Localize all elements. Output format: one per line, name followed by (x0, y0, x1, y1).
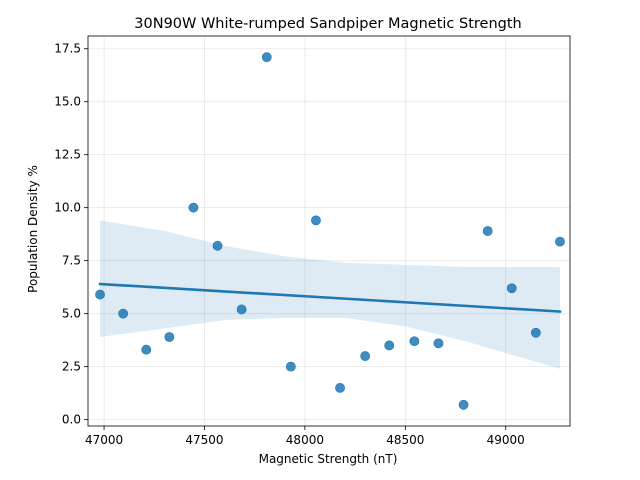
data-point (458, 399, 469, 410)
plot-frame (87, 35, 571, 427)
data-point (236, 304, 247, 315)
data-point (555, 236, 565, 247)
grid-layer (88, 36, 570, 426)
confidence-band (100, 220, 560, 369)
x-tick-label: 49000 (487, 433, 525, 447)
data-point (285, 361, 296, 372)
data-point (530, 327, 541, 338)
data-point (164, 332, 175, 342)
data-point (482, 226, 493, 236)
axes-layer: 47000 47500 48000 48500 49000 0.0 2.5 5.0 7.5 10.… (54, 35, 571, 447)
y-tick-label: 15.0 (54, 95, 81, 109)
data-point (188, 202, 199, 213)
y-tick-label: 5.0 (62, 307, 81, 321)
y-tick-label: 0.0 (62, 413, 81, 427)
confidence-band-layer (100, 220, 560, 369)
y-tick-label: 7.5 (62, 254, 81, 268)
data-point (261, 52, 272, 63)
data-point (311, 215, 321, 226)
data-points-layer (95, 52, 565, 410)
y-axis-label: Population Density % (26, 165, 40, 293)
y-tick-label: 2.5 (62, 360, 81, 374)
x-tick-label: 48500 (386, 433, 424, 447)
data-point (360, 351, 371, 361)
regression-line (98, 282, 562, 313)
data-point (118, 308, 129, 319)
y-tick-label: 10.0 (54, 201, 81, 215)
data-point (335, 382, 345, 393)
x-axis-label: Magnetic Strength (nT) (259, 452, 398, 466)
x-tick-label: 47000 (85, 433, 123, 447)
data-point (506, 283, 517, 294)
x-tick-label: 47500 (185, 433, 223, 447)
y-tick-label: 17.5 (54, 42, 81, 56)
data-point (95, 289, 105, 300)
data-point (433, 338, 444, 349)
chart-title: 30N90W White-rumped Sandpiper Magnetic S… (134, 16, 521, 32)
data-point (384, 340, 395, 351)
data-point (141, 344, 152, 355)
data-point (212, 240, 223, 251)
x-tick-label: 48000 (286, 433, 324, 447)
regression-line-layer (98, 282, 562, 313)
data-point (409, 336, 420, 347)
y-tick-label: 12.5 (54, 148, 81, 162)
